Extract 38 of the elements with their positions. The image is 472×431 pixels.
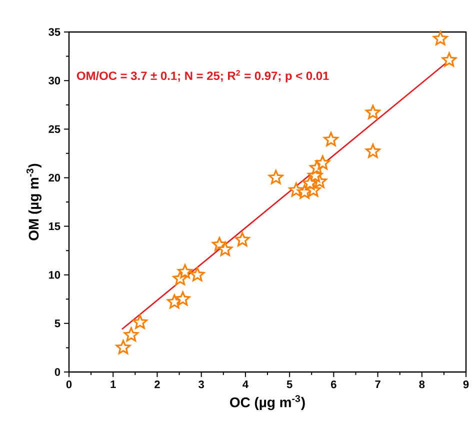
- point: [365, 144, 380, 158]
- x-tick-label: 6: [331, 380, 336, 388]
- annotation: OM/OC = 3.7 ± 0.1; N = 25; R$^{2}$ = 0.97; p < 0.01: [76, 70, 329, 82]
- x-tick-label: 5: [286, 380, 292, 388]
- point: [432, 31, 448, 46]
- y-tick-label: 15: [49, 222, 60, 230]
- x-tick-label: 0: [66, 380, 72, 388]
- x-tick-label: 9: [463, 380, 469, 388]
- point: [124, 327, 139, 342]
- point: [442, 52, 457, 67]
- y-tick-label: 30: [48, 76, 60, 84]
- point: [175, 291, 190, 306]
- point: [178, 264, 192, 278]
- point: [190, 267, 205, 282]
- x-tick-label: 7: [375, 380, 380, 388]
- x-tick-label: 1: [110, 380, 116, 388]
- point: [116, 340, 131, 354]
- x-tick-label: 4: [242, 380, 248, 388]
- x-tick-label: 3: [198, 380, 204, 388]
- y-tick-label: 25: [48, 125, 60, 134]
- point: [234, 232, 250, 246]
- point: [302, 176, 318, 190]
- point: [166, 294, 182, 308]
- y-tick-label: 5: [54, 320, 60, 328]
- x-tick-label: 2: [154, 380, 160, 388]
- x-tick-label: 8: [419, 380, 425, 388]
- y-tick-label: 35: [48, 28, 60, 36]
- point: [132, 314, 148, 329]
- x-axis-title: OC (µg m$^{-3}$): [230, 395, 305, 410]
- y-tick-label: 0: [54, 368, 60, 376]
- point: [218, 242, 233, 256]
- y-axis-title: OM (µg m$^{-3}$): [26, 164, 42, 240]
- point: [365, 104, 380, 120]
- y-tick-label: 10: [49, 270, 60, 279]
- point: [268, 170, 284, 184]
- y-tick-label: 20: [48, 174, 60, 182]
- point: [315, 155, 330, 170]
- point: [324, 132, 338, 146]
